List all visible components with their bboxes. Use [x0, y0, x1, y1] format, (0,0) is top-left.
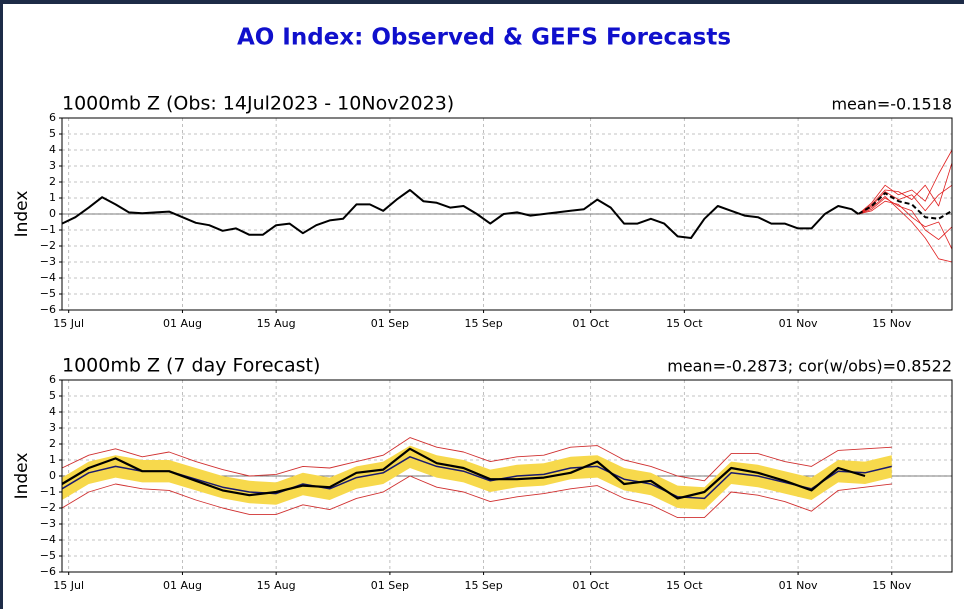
x-tick-label: 15 Oct: [666, 317, 703, 330]
series-line: [61, 447, 866, 500]
y-axis-label: Index: [12, 191, 32, 238]
plot-frame: [61, 379, 953, 573]
y-tick-label: −6: [40, 565, 56, 578]
plot-frame: [61, 117, 953, 311]
x-tick-label: 15 Jul: [53, 317, 84, 330]
y-tick-label: 4: [49, 143, 56, 156]
chart: AO Index: Observed & GEFS Forecasts 1000…: [12, 25, 953, 592]
series-line: [857, 192, 953, 220]
y-tick-label: 3: [49, 421, 56, 434]
annotation: mean=-0.1518: [831, 95, 952, 114]
y-tick-label: 5: [49, 127, 56, 140]
y-tick-label: 0: [49, 469, 56, 482]
y-tick-label: −4: [40, 271, 56, 284]
y-axis-label: Index: [12, 453, 32, 500]
series-line: [858, 162, 953, 215]
x-tick-label: 15 Oct: [666, 579, 703, 592]
x-tick-label: 01 Oct: [572, 317, 609, 330]
series-line: [858, 196, 953, 263]
y-tick-label: −5: [40, 287, 56, 300]
x-tick-label: 01 Oct: [572, 579, 609, 592]
x-tick-label: 15 Sep: [464, 579, 502, 592]
annotation: mean=-0.2873; cor(w/obs)=0.8522: [667, 357, 952, 376]
y-tick-label: −2: [40, 501, 56, 514]
y-tick-label: −2: [40, 239, 56, 252]
series-line: [61, 189, 859, 239]
x-tick-label: 01 Nov: [779, 579, 818, 592]
x-tick-label: 15 Jul: [53, 579, 84, 592]
y-tick-label: 0: [49, 207, 56, 220]
y-tick-label: 1: [49, 191, 56, 204]
y-tick-label: −1: [40, 223, 56, 236]
y-tick-label: 3: [49, 159, 56, 172]
y-tick-label: −5: [40, 549, 56, 562]
series-line: [61, 475, 892, 519]
y-tick-label: 1: [49, 453, 56, 466]
x-tick-label: 15 Sep: [464, 317, 502, 330]
y-tick-label: 6: [49, 111, 56, 124]
x-tick-label: 01 Aug: [163, 317, 202, 330]
x-tick-label: 01 Sep: [371, 317, 409, 330]
y-tick-label: 4: [49, 405, 56, 418]
y-tick-label: −6: [40, 303, 56, 316]
y-tick-label: 2: [49, 175, 56, 188]
x-tick-label: 15 Nov: [872, 579, 911, 592]
x-tick-label: 01 Nov: [779, 317, 818, 330]
y-tick-label: −1: [40, 485, 56, 498]
page-title: AO Index: Observed & GEFS Forecasts: [237, 25, 731, 51]
series-line: [61, 437, 892, 482]
series-line: [858, 184, 953, 215]
x-tick-label: 15 Aug: [257, 579, 296, 592]
x-tick-label: 01 Aug: [163, 579, 202, 592]
x-tick-label: 01 Sep: [371, 579, 409, 592]
series-line: [61, 456, 892, 500]
x-tick-label: 15 Aug: [257, 317, 296, 330]
y-tick-label: −3: [40, 517, 56, 530]
series-line: [858, 149, 953, 215]
y-tick-label: 2: [49, 437, 56, 450]
y-tick-label: −4: [40, 533, 56, 546]
series-line: [858, 200, 953, 250]
x-tick-label: 15 Nov: [872, 317, 911, 330]
y-tick-label: 6: [49, 373, 56, 386]
panel-title: 1000mb Z (7 day Forecast): [62, 355, 320, 377]
panel-title: 1000mb Z (Obs: 14Jul2023 - 10Nov2023): [62, 93, 454, 115]
series-line: [858, 197, 953, 240]
y-tick-label: 5: [49, 389, 56, 402]
y-tick-label: −3: [40, 255, 56, 268]
